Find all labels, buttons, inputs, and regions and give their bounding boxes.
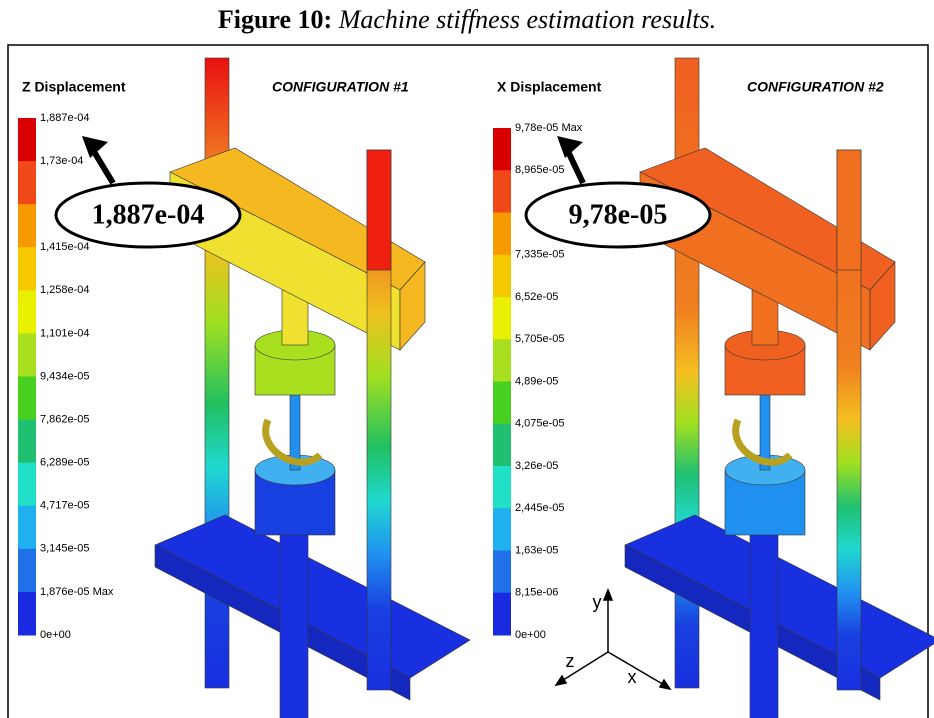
quantity-label: X Displacement xyxy=(497,79,602,95)
configuration-label: CONFIGURATION #2 xyxy=(747,79,884,95)
machine xyxy=(155,58,470,718)
scale-label: 8,965e-05 xyxy=(515,164,565,176)
color-band xyxy=(493,128,511,171)
scale-label: 1,258e-04 xyxy=(40,284,90,296)
color-band xyxy=(18,204,36,248)
color-band xyxy=(493,382,511,425)
scale-label: 6,52e-05 xyxy=(515,291,558,303)
callout-value: 1,887e-04 xyxy=(92,199,205,230)
scale-label: 3,26e-05 xyxy=(515,460,558,472)
machine xyxy=(625,58,934,718)
color-band xyxy=(18,290,36,334)
scale-label: 9,78e-05 Max xyxy=(515,122,583,134)
color-band xyxy=(18,247,36,291)
color-band xyxy=(493,255,511,298)
scale-label: 4,89e-05 xyxy=(515,375,558,387)
arrow-head xyxy=(604,590,612,600)
scale-label: 7,862e-05 xyxy=(40,413,90,425)
front-post-cap xyxy=(367,150,391,270)
scale-label: 0e+00 xyxy=(515,629,546,641)
color-band xyxy=(493,170,511,213)
axis-arrow xyxy=(608,652,666,686)
arrow-head xyxy=(556,676,566,685)
machines xyxy=(155,58,934,718)
configuration-label: CONFIGURATION #1 xyxy=(272,79,409,95)
color-band xyxy=(493,551,511,594)
arrow-head xyxy=(660,680,670,689)
scale-label: 1,876e-05 Max xyxy=(40,586,114,598)
color-band xyxy=(18,333,36,377)
color-band xyxy=(18,463,36,507)
lower-column xyxy=(750,520,778,718)
color-band xyxy=(493,593,511,636)
lower-column xyxy=(280,520,308,718)
color-band xyxy=(18,420,36,464)
base-plate-top xyxy=(155,515,470,678)
axis-label-x: x xyxy=(628,667,637,687)
scale-label: 1,63e-05 xyxy=(515,544,558,556)
color-band xyxy=(18,118,36,162)
quantity-label: Z Displacement xyxy=(22,79,126,95)
front-post-cap xyxy=(837,150,861,270)
base-plate-top xyxy=(625,515,934,678)
scale-label: 4,075e-05 xyxy=(515,418,565,430)
callout-value: 9,78e-05 xyxy=(569,199,668,230)
color-band xyxy=(18,592,36,636)
color-band xyxy=(493,466,511,509)
scale-label: 7,335e-05 xyxy=(515,249,565,261)
figure: Figure 10: Machine stiffness estimation … xyxy=(0,0,934,718)
scale-label: 1,73e-04 xyxy=(40,155,83,167)
scale-label: 6,289e-05 xyxy=(40,457,90,469)
color-band xyxy=(18,549,36,593)
color-band xyxy=(493,508,511,551)
color-band xyxy=(18,506,36,550)
scale-label: 5,705e-05 xyxy=(515,333,565,345)
color-band xyxy=(18,377,36,421)
color-band xyxy=(493,213,511,256)
figure-title: Figure 10: Machine stiffness estimation … xyxy=(218,5,716,34)
color-band xyxy=(493,424,511,467)
scale-label: 4,717e-05 xyxy=(40,500,90,512)
color-band xyxy=(493,297,511,340)
scale-label: 0e+00 xyxy=(40,629,71,641)
page: Figure 10: Machine stiffness estimation … xyxy=(0,0,934,718)
color-band xyxy=(493,339,511,382)
axis-label-z: z xyxy=(566,651,575,671)
scale-label: 1,415e-04 xyxy=(40,241,90,253)
figure-label: Figure 10: xyxy=(218,5,332,34)
figure-caption: Machine stiffness estimation results. xyxy=(338,5,716,34)
scale-label: 3,145e-05 xyxy=(40,543,90,555)
scale-label: 8,15e-06 xyxy=(515,587,558,599)
scale-label: 1,887e-04 xyxy=(40,112,90,124)
scale-label: 1,101e-04 xyxy=(40,327,90,339)
color-band xyxy=(18,161,36,205)
scale-label: 9,434e-05 xyxy=(40,370,90,382)
scale-label: 2,445e-05 xyxy=(515,502,565,514)
axis-triad xyxy=(556,590,670,689)
axis-label-y: y xyxy=(593,592,602,612)
